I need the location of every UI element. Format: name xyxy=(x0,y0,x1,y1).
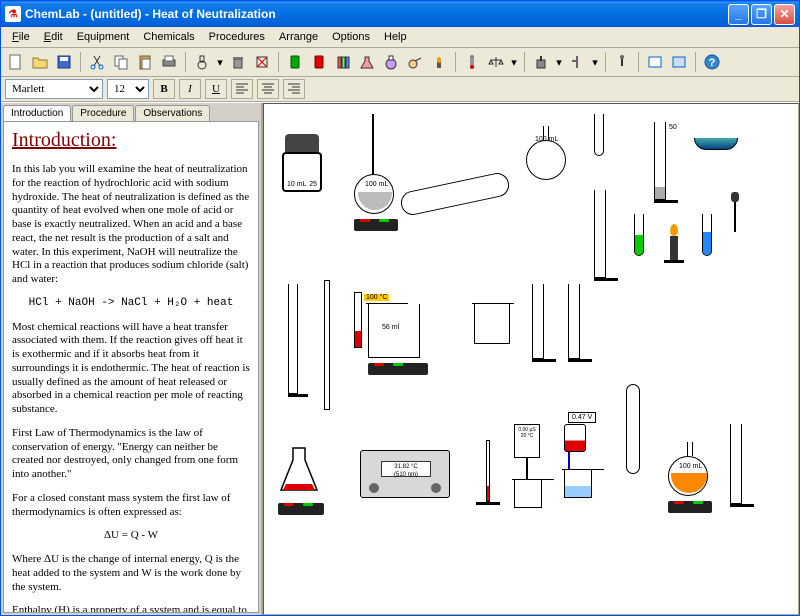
clamp-tool[interactable] xyxy=(566,51,588,73)
document-area[interactable]: Introduction: In this lab you will exami… xyxy=(3,121,259,613)
window1-tool[interactable] xyxy=(644,51,666,73)
menu-help[interactable]: Help xyxy=(377,29,414,45)
round-flask-2[interactable]: 100 mL xyxy=(526,128,566,180)
test-tube-green[interactable] xyxy=(634,214,644,256)
thermo-tool[interactable] xyxy=(461,51,483,73)
print-button[interactable] xyxy=(158,51,180,73)
buret[interactable] xyxy=(324,280,330,410)
main-toolbar: ▾ ▾ ▾ ▾ ? xyxy=(1,48,799,77)
open-button[interactable] xyxy=(29,51,51,73)
test-tube-1[interactable] xyxy=(594,114,604,156)
doc-p1: In this lab you will examine the heat of… xyxy=(12,163,250,287)
dropdown-arrow-3[interactable]: ▾ xyxy=(554,51,564,73)
size-select[interactable]: 12 xyxy=(107,79,149,99)
dropper-1[interactable] xyxy=(734,200,736,232)
test-tube-blue[interactable] xyxy=(702,214,712,256)
doc-heading: Introduction: xyxy=(12,128,250,153)
app-icon: ⚗ xyxy=(5,6,21,22)
menu-file[interactable]: File xyxy=(5,29,37,45)
conductivity-meter[interactable]: 0.00 µS20 °C xyxy=(514,424,542,508)
erlen-flask-red[interactable] xyxy=(278,444,324,515)
doc-p2: Most chemical reactions will have a heat… xyxy=(12,321,250,417)
tab-introduction[interactable]: Introduction xyxy=(3,105,71,121)
doc-p4: For a closed constant mass system the fi… xyxy=(12,492,250,520)
dropdown-arrow-2[interactable]: ▾ xyxy=(509,51,519,73)
close-button[interactable]: ✕ xyxy=(774,4,795,25)
menubar: File Edit Equipment Chemicals Procedures… xyxy=(1,27,799,48)
svg-text:?: ? xyxy=(709,57,716,69)
format-toolbar: Marlett 12 B I U xyxy=(1,77,799,102)
clear-tool[interactable] xyxy=(251,51,273,73)
titlebar: ⚗ ChemLab - (untitled) - Heat of Neutral… xyxy=(1,1,799,27)
calorimeter[interactable]: 10 mL 25 xyxy=(282,134,322,192)
evap-dish[interactable] xyxy=(694,138,738,150)
doc-p6: Enthalpy (H) is a property of a system a… xyxy=(12,604,250,613)
dropdown-arrow-4[interactable]: ▾ xyxy=(590,51,600,73)
doc-eq1: HCl + NaOH -> NaCl + H₂O + heat xyxy=(12,297,250,311)
align-left-button[interactable] xyxy=(231,79,253,99)
condenser[interactable] xyxy=(626,384,640,474)
align-center-button[interactable] xyxy=(257,79,279,99)
maximize-button[interactable]: ❐ xyxy=(751,4,772,25)
window2-tool[interactable] xyxy=(668,51,690,73)
underline-button[interactable]: U xyxy=(205,79,227,99)
grad-cyl-1[interactable]: 50 xyxy=(654,122,678,203)
retort-tool[interactable] xyxy=(404,51,426,73)
font-select[interactable]: Marlett xyxy=(5,79,103,99)
menu-procedures[interactable]: Procedures xyxy=(202,29,272,45)
window-title: ChemLab - (untitled) - Heat of Neutraliz… xyxy=(25,7,726,21)
help-button[interactable]: ? xyxy=(701,51,723,73)
align-right-button[interactable] xyxy=(283,79,305,99)
distill-arm[interactable] xyxy=(400,182,510,206)
voltmeter[interactable]: 0.47 V xyxy=(564,424,592,498)
tab-observations[interactable]: Observations xyxy=(135,105,210,121)
spectrophotometer[interactable]: 31.82 °C(510 nm) xyxy=(360,450,450,498)
flask-tool[interactable] xyxy=(191,51,213,73)
doc-eq2: ΔU = Q - W xyxy=(12,529,250,543)
menu-equipment[interactable]: Equipment xyxy=(70,29,137,45)
copy-button[interactable] xyxy=(110,51,132,73)
grad-cyl-3[interactable] xyxy=(288,284,308,397)
menu-chemicals[interactable]: Chemicals xyxy=(136,29,201,45)
tab-procedure[interactable]: Procedure xyxy=(72,105,134,121)
round-flask-orange[interactable]: 100 mL xyxy=(668,444,712,513)
paste-button[interactable] xyxy=(134,51,156,73)
grad-cyl-5[interactable] xyxy=(568,284,592,362)
italic-button[interactable]: I xyxy=(179,79,201,99)
minimize-button[interactable]: _ xyxy=(728,4,749,25)
round-flask-tool[interactable] xyxy=(380,51,402,73)
balance-tool[interactable] xyxy=(485,51,507,73)
bold-button[interactable]: B xyxy=(153,79,175,99)
calorimeter-beaker[interactable]: 100 °C 56 ml xyxy=(368,304,428,375)
trash-tool[interactable] xyxy=(227,51,249,73)
doc-p3: First Law of Thermodynamics is the law o… xyxy=(12,427,250,482)
thermometer[interactable] xyxy=(476,440,500,505)
bunsen-burner[interactable] xyxy=(664,224,684,263)
menu-edit[interactable]: Edit xyxy=(37,29,70,45)
save-button[interactable] xyxy=(53,51,75,73)
chem-green[interactable] xyxy=(284,51,306,73)
grad-cyl-4[interactable] xyxy=(532,284,556,362)
chem-red[interactable] xyxy=(308,51,330,73)
burner-tool[interactable] xyxy=(428,51,450,73)
dropper-tool[interactable] xyxy=(611,51,633,73)
beaker-empty[interactable] xyxy=(474,304,510,344)
doc-p5: Where ΔU is the change of internal energ… xyxy=(12,553,250,594)
dropdown-arrow-1[interactable]: ▾ xyxy=(215,51,225,73)
stir-tool[interactable] xyxy=(530,51,552,73)
grad-cyl-2[interactable] xyxy=(594,190,618,281)
lab-canvas[interactable]: 10 mL 25 100 mL 100 mL xyxy=(263,103,799,615)
grad-cyl-6[interactable] xyxy=(730,424,754,507)
tubes-tool[interactable] xyxy=(332,51,354,73)
distillation-flask-1[interactable]: 100 mL xyxy=(354,114,398,231)
left-pane: Introduction Procedure Observations Intr… xyxy=(1,103,263,615)
erlen-tool[interactable] xyxy=(356,51,378,73)
cut-button[interactable] xyxy=(86,51,108,73)
menu-options[interactable]: Options xyxy=(325,29,377,45)
menu-arrange[interactable]: Arrange xyxy=(272,29,325,45)
new-button[interactable] xyxy=(5,51,27,73)
